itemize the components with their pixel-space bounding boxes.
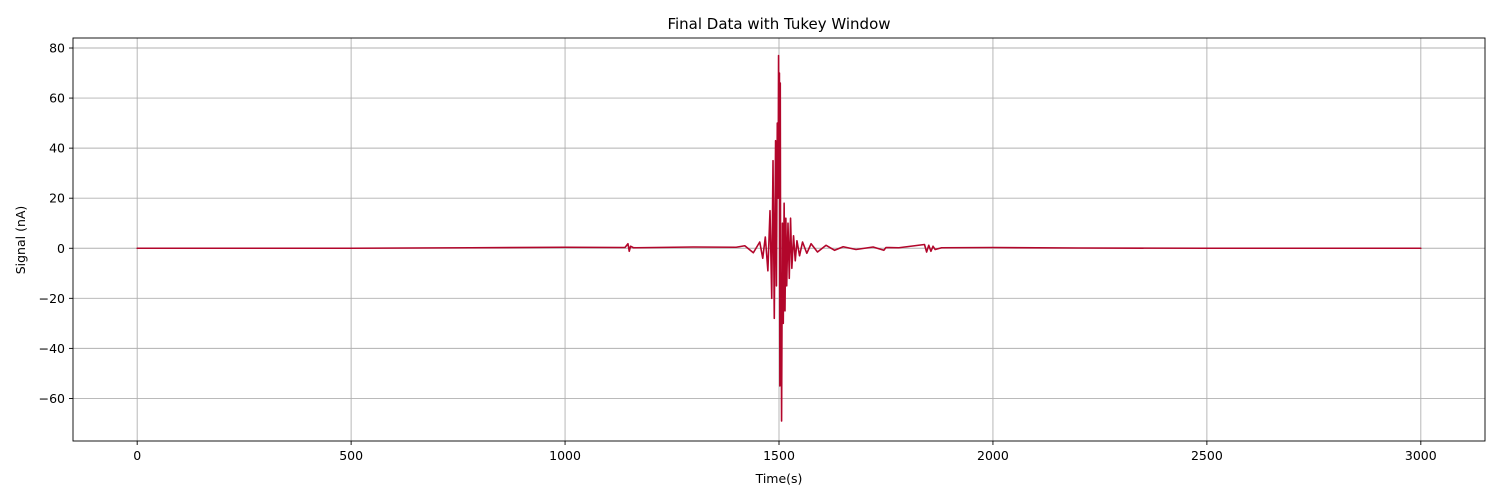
y-axis: −60 −40 −20 0 20 40 60 80 <box>39 41 73 406</box>
y-tick-label: −40 <box>39 341 65 356</box>
x-tick-label: 2000 <box>977 448 1009 463</box>
y-tick-label: −20 <box>39 291 65 306</box>
y-axis-title: Signal (nA) <box>13 206 28 275</box>
series-line <box>136 54 1422 422</box>
x-tick-label: 500 <box>339 448 363 463</box>
y-tick-label: 80 <box>49 41 65 56</box>
x-tick-label: 1000 <box>549 448 581 463</box>
x-tick-label: 3000 <box>1405 448 1437 463</box>
y-tick-label: −60 <box>39 391 65 406</box>
y-tick-label: 20 <box>49 191 65 206</box>
y-tick-label: 0 <box>57 241 65 256</box>
x-axis-title: Time(s) <box>755 471 803 486</box>
series-layer <box>136 54 1422 422</box>
chart-title: Final Data with Tukey Window <box>667 15 890 33</box>
x-tick-label: 0 <box>133 448 141 463</box>
y-tick-label: 40 <box>49 141 65 156</box>
x-tick-label: 2500 <box>1191 448 1223 463</box>
x-tick-label: 1500 <box>763 448 795 463</box>
x-axis: 0 500 1000 1500 2000 2500 3000 <box>133 441 1437 463</box>
y-tick-label: 60 <box>49 91 65 106</box>
